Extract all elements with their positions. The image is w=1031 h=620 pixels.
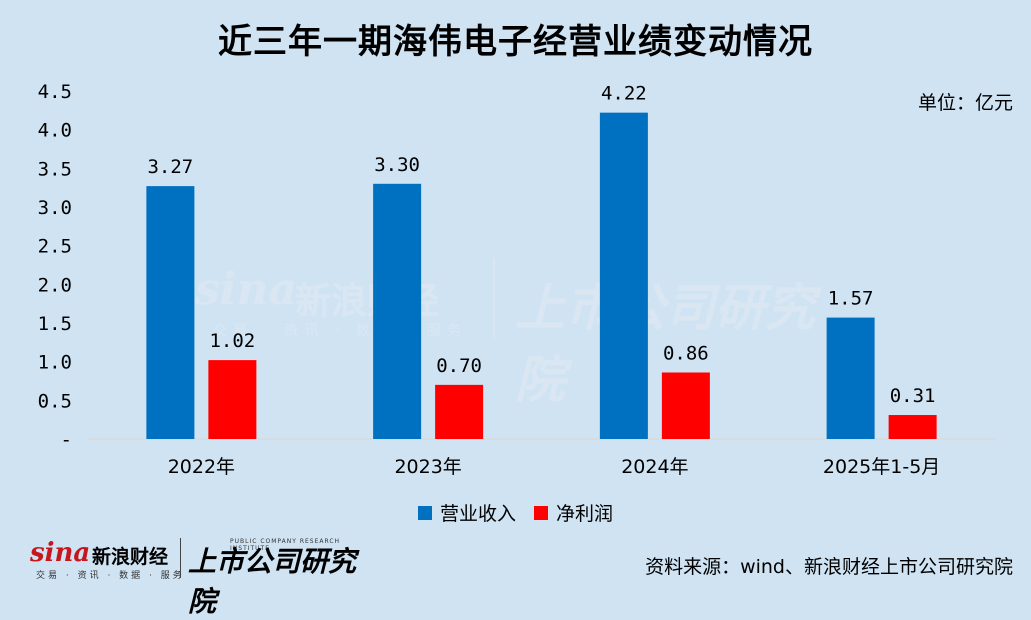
legend-label-profit: 净利润 (556, 503, 614, 525)
legend-item-revenue: 营业收入 (417, 499, 516, 526)
revenue-data-label: 4.22 (601, 83, 647, 105)
logo-subtitle: 交易 · 资讯 · 数据 · 服务 (36, 571, 185, 581)
revenue-data-label: 3.30 (374, 154, 420, 176)
source-note: 资料来源：wind、新浪财经上市公司研究院 (645, 556, 1013, 578)
y-tick-label: 2.5 (38, 236, 72, 258)
y-tick-label: 4.0 (38, 120, 72, 142)
y-tick-label: 0.5 (38, 390, 72, 412)
x-tick-label: 2024年 (621, 456, 688, 478)
revenue-data-label: 1.57 (828, 288, 874, 310)
logo-institute-en: PUBLIC COMPANY RESEARCH INSTITUTE (230, 538, 341, 552)
legend-swatch-revenue (417, 505, 432, 520)
x-tick-label: 2023年 (394, 456, 461, 478)
logo-institute: 上市公司研究院 (188, 545, 357, 618)
bars (146, 112, 937, 440)
data-labels: 3.27 1.02 3.30 0.70 4.22 0.86 1.57 0.31 (147, 83, 935, 407)
legend-swatch-profit (534, 505, 548, 520)
y-tick-label: 3.0 (38, 197, 72, 219)
legend-item-profit: 净利润 (534, 499, 613, 526)
x-tick-label: 2025年1-5月 (823, 456, 940, 478)
y-tick-label: 4.5 (38, 81, 72, 103)
revenue-bar (826, 317, 875, 439)
profit-bar (208, 360, 257, 439)
y-tick-label: 3.5 (38, 158, 72, 180)
revenue-data-label: 3.27 (147, 156, 193, 178)
y-tick-label: 1.5 (38, 313, 72, 335)
logo-brand-cn: 新浪财经 (92, 546, 169, 568)
profit-data-label: 0.86 (663, 342, 709, 364)
profit-bar (435, 384, 484, 439)
y-tick-label: 2.0 (38, 274, 72, 296)
profit-data-label: 1.02 (209, 330, 255, 352)
x-tick-label: 2022年 (168, 456, 235, 478)
y-tick-label: 1.0 (38, 352, 72, 374)
unit-label: 单位：亿元 (917, 92, 1013, 114)
revenue-bar (599, 112, 648, 440)
profit-data-label: 0.31 (890, 385, 936, 407)
profit-data-label: 0.70 (436, 355, 482, 377)
legend: 营业收入 净利润 (0, 499, 1031, 526)
revenue-bar (146, 186, 195, 439)
y-axis: - 0.5 1.0 1.5 2.0 2.5 3.0 3.5 4.0 4.5 (38, 81, 72, 451)
logo-divider (180, 538, 181, 578)
legend-label-revenue: 营业收入 (439, 503, 516, 525)
x-axis: 2022年 2023年 2024年 2025年1-5月 (88, 438, 995, 478)
profit-bar (888, 415, 937, 439)
logo-brand: sina (30, 538, 91, 568)
profit-bar (661, 372, 710, 439)
chart-title: 近三年一期海伟电子经营业绩变动情况 (218, 22, 813, 62)
bar-chart: -0.51.01.52.02.53.03.54.04.5 2022年 2023年 2… (38, 81, 995, 478)
revenue-bar (373, 183, 422, 439)
y-tick-label: - (61, 429, 72, 451)
sina-finance-logo: sina 新浪财经 交易 · 资讯 · 数据 · 服务 PUBLIC COMPA… (30, 538, 370, 618)
